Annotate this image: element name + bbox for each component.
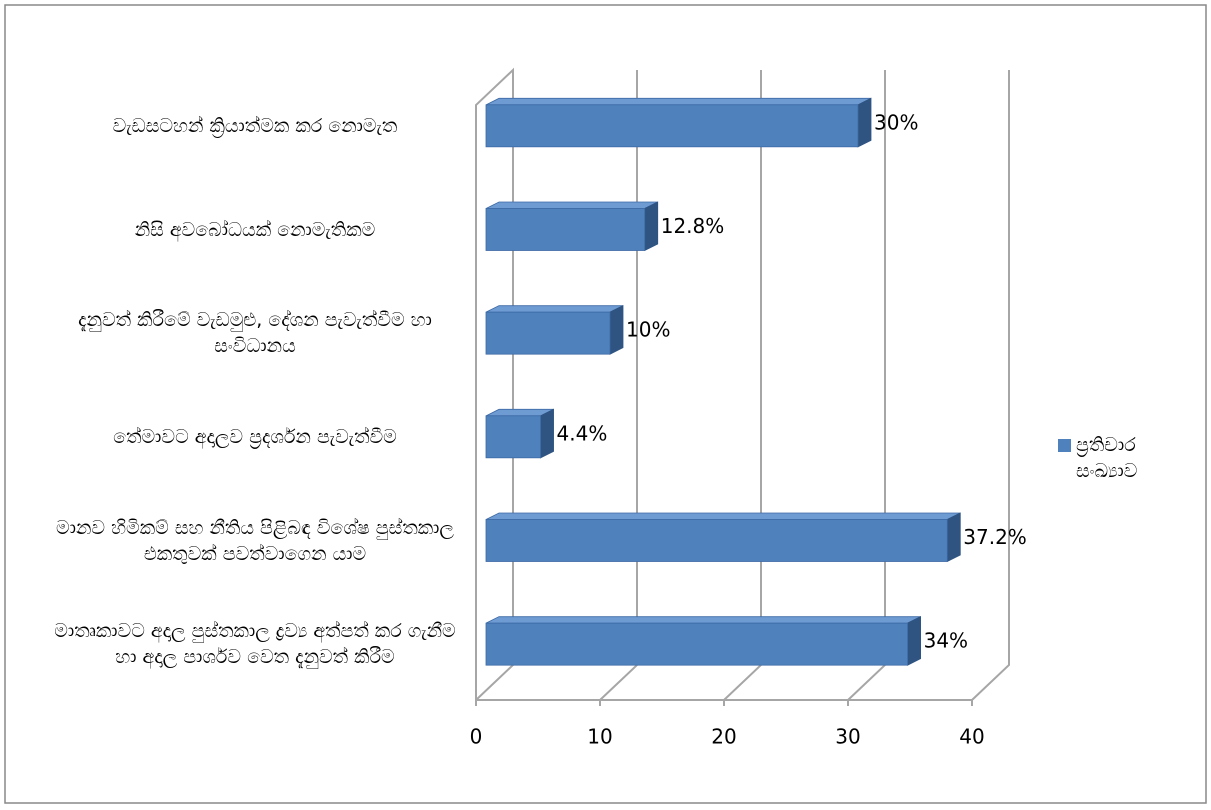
grid-line	[723, 70, 762, 701]
category-label: දැනුවත් කිරීමේ වැඩමුළු, දේශන පැවැත්වීම හ…	[78, 309, 432, 358]
x-tick-label: 30	[835, 725, 860, 749]
x-tick-label: 0	[470, 725, 483, 749]
left-wall	[475, 67, 514, 700]
bar-face	[485, 201, 658, 209]
bar-face	[485, 311, 611, 355]
grid-line	[599, 70, 638, 701]
bar	[485, 616, 921, 666]
bar-face	[946, 512, 961, 563]
grid-line	[475, 70, 514, 701]
bar-face	[485, 622, 909, 666]
bar-face	[540, 408, 554, 459]
category-label: වැඩසටහන් ක්‍රියාත්මක කර නොමැත	[112, 114, 398, 137]
legend-swatch	[1058, 439, 1071, 452]
category-label: නිසි අවබෝධයක් නොමැතිකම	[134, 218, 376, 241]
x-tick-label: 40	[959, 725, 984, 749]
bar	[485, 512, 961, 563]
bar-face	[907, 616, 921, 666]
data-label: 37.2%	[963, 525, 1027, 549]
category-label: මාතෘකාවට අදාල පුස්තකාල ද්‍රව්‍ය අත්පත් ක…	[54, 620, 456, 669]
category-label: තේමාවට අදාලව ප්‍රදර්ශන පැවැත්වීම	[113, 425, 397, 448]
bar-face	[857, 97, 872, 148]
bar-face	[485, 415, 541, 459]
legend-label: ප්‍රතිචාර සංඛ්‍යාව	[1076, 434, 1138, 482]
bar-face	[644, 201, 659, 252]
bar-face	[485, 616, 921, 624]
bar-face	[609, 305, 624, 355]
bar	[485, 305, 624, 355]
data-label: 12.8%	[661, 214, 725, 238]
data-label: 4.4%	[557, 421, 608, 445]
category-label: මානව හිමිකම් සහ නීතිය පිළිබඳ විශේෂ පුස්ත…	[56, 516, 454, 565]
bar-face	[485, 104, 859, 148]
x-tick-label: 20	[711, 725, 736, 749]
bar	[485, 97, 872, 148]
bar-face	[485, 512, 961, 520]
grid-line	[847, 70, 886, 701]
grid-line	[971, 70, 1010, 701]
x-tick-label: 10	[587, 725, 612, 749]
bar-face	[485, 208, 646, 251]
bar-face	[485, 97, 872, 106]
bar-face	[485, 305, 624, 313]
bar	[485, 408, 554, 459]
data-label: 30%	[874, 110, 918, 134]
data-label: 10%	[626, 318, 670, 342]
bar	[485, 201, 659, 252]
chart-border	[4, 4, 1207, 804]
bar-face	[485, 519, 948, 562]
data-label: 34%	[924, 629, 968, 653]
